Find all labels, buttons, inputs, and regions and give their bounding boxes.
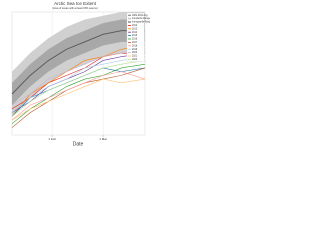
legend-label: 1981-2010 Avg bbox=[132, 14, 148, 17]
series-line bbox=[11, 60, 146, 117]
legend-label: 2015 bbox=[132, 35, 138, 37]
chart-subtitle: (Area of ocean with at least 15% sea ice… bbox=[52, 7, 98, 10]
series-line bbox=[11, 52, 146, 113]
series-line bbox=[11, 48, 146, 106]
legend-box bbox=[126, 12, 145, 62]
x-tick-label: 1 Mar bbox=[99, 137, 107, 141]
legend-swatch bbox=[128, 17, 131, 20]
legend-label: 2020 bbox=[132, 52, 138, 54]
legend-label: 2017 bbox=[132, 42, 138, 44]
chart: Arctic Sea Ice Extent (Area of ocean wit… bbox=[0, 0, 150, 150]
legend-label: Interdecile Range bbox=[132, 17, 150, 20]
legend-label: 2012 bbox=[132, 25, 138, 27]
legend-label: 2013 bbox=[132, 28, 138, 30]
x-axis-label: Date bbox=[73, 141, 84, 147]
range-band bbox=[12, 19, 145, 106]
series-line bbox=[11, 78, 146, 121]
legend-label: Interquartile Range bbox=[132, 21, 150, 24]
legend-label: 2021 bbox=[132, 56, 138, 58]
x-tick-label: 1 Feb bbox=[48, 137, 56, 141]
legend-label: 2022 bbox=[132, 59, 138, 61]
series-line bbox=[11, 71, 146, 121]
legend-label: 2019 bbox=[132, 49, 138, 51]
chart-title: Arctic Sea Ice Extent bbox=[54, 1, 97, 6]
legend-label: 2018 bbox=[132, 45, 138, 47]
legend-label: 2014 bbox=[132, 32, 138, 34]
series-line bbox=[11, 30, 145, 95]
legend-swatch bbox=[128, 21, 131, 23]
series-line bbox=[11, 45, 146, 117]
series-line bbox=[11, 63, 146, 125]
legend-label: 2016 bbox=[132, 39, 138, 41]
series-line bbox=[11, 56, 146, 113]
